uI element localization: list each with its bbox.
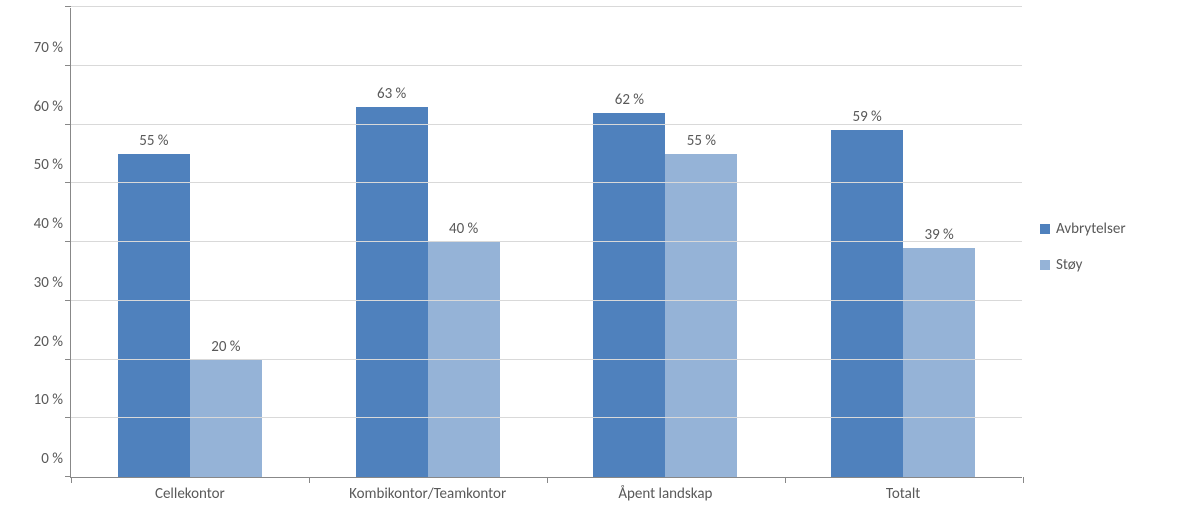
bar-value-label: 63 %	[377, 85, 406, 107]
y-tick-label: 60 %	[34, 98, 71, 116]
bar-value-label: 20 %	[211, 338, 240, 360]
bar-group: 59 %39 %Totalt	[784, 8, 1022, 477]
x-tick-mark	[71, 477, 72, 483]
bar-value-label: 40 %	[449, 220, 478, 242]
plot-area: 55 %20 %Cellekontor63 %40 %Kombikontor/T…	[70, 8, 1022, 478]
x-tick-mark	[309, 477, 310, 483]
legend-item: Avbrytelser	[1040, 220, 1126, 238]
y-tick-label: 70 %	[34, 39, 71, 57]
y-tick-mark	[65, 417, 71, 418]
gridline	[71, 359, 1022, 360]
y-tick-label: 40 %	[34, 215, 71, 233]
bar: 55 %	[118, 154, 190, 477]
y-tick-mark	[65, 124, 71, 125]
y-tick-label: 20 %	[34, 333, 71, 351]
bar-value-label: 62 %	[615, 91, 644, 113]
legend: Avbrytelser Støy	[1040, 220, 1126, 274]
x-category-label: Åpent landskap	[547, 477, 785, 503]
y-tick-mark	[65, 300, 71, 301]
gridline	[71, 182, 1022, 183]
bar: 40 %	[428, 242, 500, 477]
bars: 62 %55 %	[547, 8, 785, 477]
gridline	[71, 6, 1022, 7]
legend-label: Støy	[1056, 256, 1082, 274]
gridline	[71, 124, 1022, 125]
y-tick-mark	[65, 6, 71, 7]
bar-value-label: 59 %	[852, 108, 881, 130]
legend-label: Avbrytelser	[1056, 220, 1126, 238]
bars: 63 %40 %	[309, 8, 547, 477]
gridline	[71, 241, 1022, 242]
bar-value-label: 55 %	[687, 132, 716, 154]
gridline	[71, 65, 1022, 66]
x-tick-mark	[785, 477, 786, 483]
bar-value-label: 55 %	[139, 132, 168, 154]
bar-group: 63 %40 %Kombikontor/Teamkontor	[309, 8, 547, 477]
bar-group: 62 %55 %Åpent landskap	[547, 8, 785, 477]
x-tick-mark	[547, 477, 548, 483]
y-tick-label: 0 %	[41, 450, 71, 468]
legend-swatch	[1040, 224, 1050, 234]
x-category-label: Kombikontor/Teamkontor	[309, 477, 547, 503]
x-category-label: Cellekontor	[71, 477, 309, 503]
y-tick-label: 30 %	[34, 274, 71, 292]
bars: 59 % 39 %	[784, 8, 1022, 477]
y-tick-mark	[65, 182, 71, 183]
legend-item: Støy	[1040, 256, 1126, 274]
gridline	[71, 417, 1022, 418]
gridline	[71, 300, 1022, 301]
x-tick-mark	[1023, 477, 1024, 483]
y-tick-mark	[65, 241, 71, 242]
bar: 63 %	[356, 107, 428, 477]
x-category-label: Totalt	[784, 477, 1022, 503]
bars: 55 %20 %	[71, 8, 309, 477]
bar-value-label: 39 %	[924, 226, 953, 248]
bar-group: 55 %20 %Cellekontor	[71, 8, 309, 477]
bar-chart: 55 %20 %Cellekontor63 %40 %Kombikontor/T…	[0, 0, 1185, 527]
y-tick-label: 10 %	[34, 391, 71, 409]
y-tick-mark	[65, 65, 71, 66]
y-tick-mark	[65, 359, 71, 360]
bar: 39 %	[903, 248, 975, 477]
bar-groups: 55 %20 %Cellekontor63 %40 %Kombikontor/T…	[71, 8, 1022, 477]
bar: 55 %	[665, 154, 737, 477]
bar: 20 %	[190, 360, 262, 478]
y-tick-label: 50 %	[34, 156, 71, 174]
bar: 62 %	[593, 113, 665, 477]
legend-swatch	[1040, 260, 1050, 270]
